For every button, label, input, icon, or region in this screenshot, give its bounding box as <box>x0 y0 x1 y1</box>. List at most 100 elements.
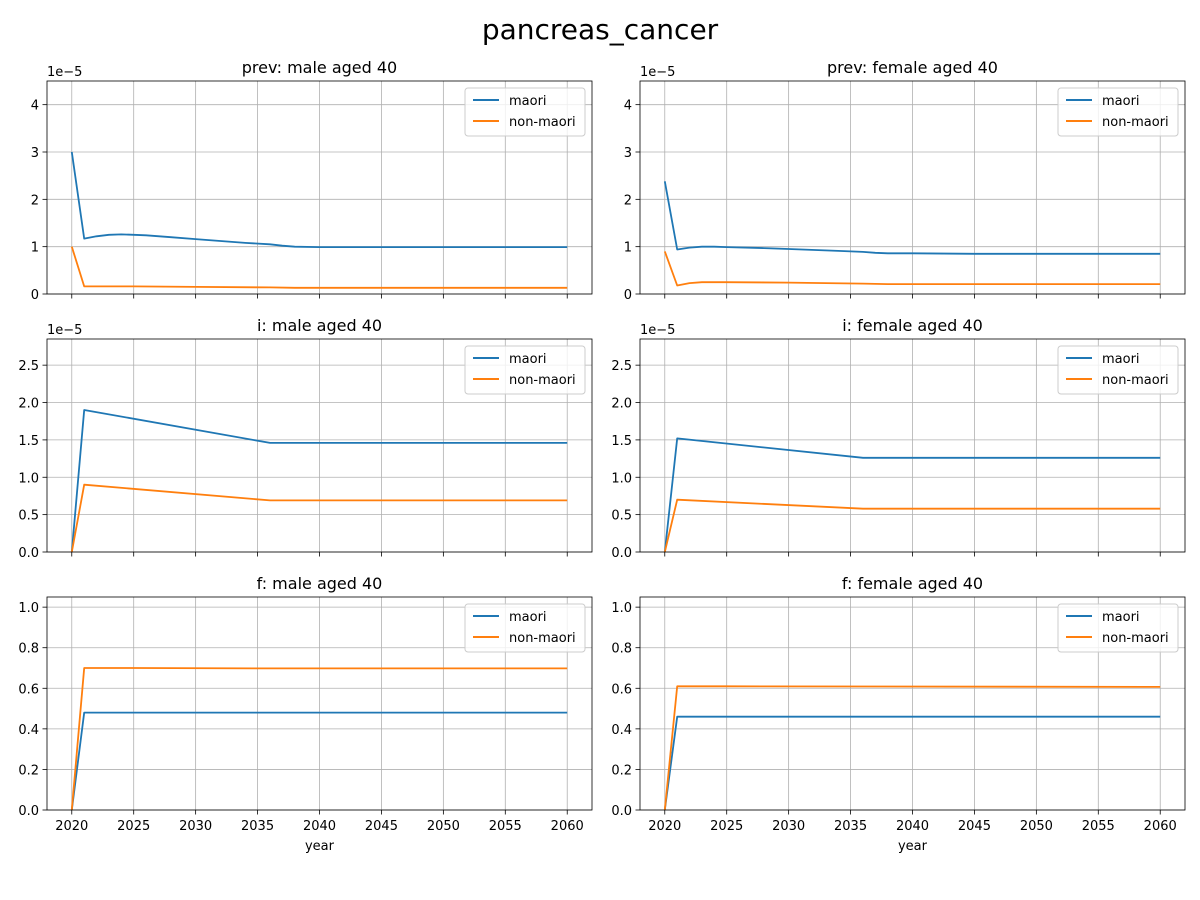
y-tick-label: 3 <box>31 146 39 161</box>
subplot-title: i: female aged 40 <box>842 316 983 335</box>
y-tick-label: 2 <box>624 193 632 208</box>
y-tick-label: 1.5 <box>611 434 632 449</box>
series-line-non-maori <box>70 246 568 289</box>
subplot-title: prev: male aged 40 <box>242 58 397 77</box>
x-tick-label: 2035 <box>241 819 274 834</box>
figure-title: pancreas_cancer <box>482 13 719 46</box>
y-tick-label: 0.5 <box>18 509 39 524</box>
legend-label: maori <box>509 352 547 367</box>
subplot: 2020 2025 2030 2035 2040 2045 2050 2055 2060 0.0 0… <box>611 574 1186 854</box>
subplot-title: f: female aged 40 <box>842 574 983 593</box>
y-tick-label: 3 <box>624 146 632 161</box>
subplot-title: f: male aged 40 <box>257 574 383 593</box>
y-tick-label: 1.0 <box>611 601 632 616</box>
legend-label: non-maori <box>1102 115 1169 130</box>
y-tick-label: 1.0 <box>18 471 39 486</box>
y-tick-label: 0.8 <box>611 642 632 657</box>
y-tick-label: 2 <box>31 193 39 208</box>
series-line-non-maori <box>70 667 568 811</box>
y-tick-label: 2.5 <box>18 359 39 374</box>
y-tick-label: 1.0 <box>18 601 39 616</box>
x-tick-label: 2040 <box>303 819 336 834</box>
subplot: 0.0 0.5 1.0 1.5 2.0 2.5 i: male aged 40 1e−5 mao… <box>18 316 593 561</box>
legend-label: maori <box>509 94 547 109</box>
axes-frame <box>46 596 593 811</box>
x-tick-label: 2060 <box>1144 819 1177 834</box>
legend-label: maori <box>509 610 547 625</box>
x-axis-label: year <box>898 839 928 854</box>
legend: maori non-maori <box>464 87 586 137</box>
legend-label: maori <box>1102 94 1140 109</box>
y-tick-label: 2.0 <box>18 397 39 412</box>
y-tick-label: 0.8 <box>18 642 39 657</box>
series-line-non-maori <box>70 483 568 553</box>
y-tick-label: 1.5 <box>18 434 39 449</box>
y-tick-label: 0.5 <box>611 509 632 524</box>
subplot-title: i: male aged 40 <box>257 316 382 335</box>
axes-frame <box>46 338 593 553</box>
legend-label: non-maori <box>1102 373 1169 388</box>
legend: maori non-maori <box>1057 603 1179 653</box>
y-tick-label: 0.0 <box>18 804 39 819</box>
x-tick-label: 2045 <box>365 819 398 834</box>
x-tick-label: 2030 <box>179 819 212 834</box>
subplot: 0.0 0.5 1.0 1.5 2.0 2.5 i: female aged 40 1e−5 m… <box>611 316 1186 561</box>
y-tick-label: 0.2 <box>611 763 632 778</box>
subplot: 2020 2025 2030 2035 2040 2045 2050 2055 2060 0.0 0… <box>18 574 593 854</box>
y-tick-label: 0 <box>31 288 39 303</box>
subplot-title: prev: female aged 40 <box>827 58 998 77</box>
x-tick-label: 2055 <box>1082 819 1115 834</box>
axes-frame <box>639 80 1186 295</box>
y-tick-label: 0.4 <box>18 723 39 738</box>
offset-text: 1e−5 <box>47 323 82 338</box>
legend-label: maori <box>1102 610 1140 625</box>
x-tick-label: 2030 <box>772 819 805 834</box>
legend: maori non-maori <box>1057 345 1179 395</box>
series-line-maori <box>70 151 568 249</box>
y-tick-label: 0.0 <box>611 546 632 561</box>
x-tick-label: 2060 <box>551 819 584 834</box>
series-line-non-maori <box>663 498 1161 553</box>
x-tick-label: 2050 <box>1020 819 1053 834</box>
y-tick-label: 4 <box>31 99 39 114</box>
x-tick-label: 2020 <box>648 819 681 834</box>
offset-text: 1e−5 <box>47 65 82 80</box>
axes-frame <box>639 596 1186 811</box>
x-tick-label: 2035 <box>834 819 867 834</box>
legend: maori non-maori <box>1057 87 1179 137</box>
x-tick-label: 2025 <box>117 819 150 834</box>
y-tick-label: 2.0 <box>611 397 632 412</box>
legend-label: maori <box>1102 352 1140 367</box>
series-line-maori <box>70 711 568 811</box>
y-tick-label: 1 <box>31 241 39 256</box>
x-tick-label: 2020 <box>55 819 88 834</box>
legend-label: non-maori <box>509 115 576 130</box>
series-line-maori <box>663 715 1161 811</box>
y-tick-label: 2.5 <box>611 359 632 374</box>
y-tick-label: 0.0 <box>18 546 39 561</box>
axes-frame <box>639 338 1186 553</box>
x-tick-label: 2045 <box>958 819 991 834</box>
series-line-maori <box>663 181 1161 255</box>
subplot: 0 1 2 3 4 prev: male aged 40 1e−5 maori non-maor… <box>31 58 593 303</box>
y-tick-label: 1.0 <box>611 471 632 486</box>
x-tick-label: 2050 <box>427 819 460 834</box>
x-tick-label: 2025 <box>710 819 743 834</box>
x-tick-label: 2040 <box>896 819 929 834</box>
y-tick-label: 0 <box>624 288 632 303</box>
y-tick-label: 0.6 <box>18 682 39 697</box>
legend-label: non-maori <box>509 373 576 388</box>
y-tick-label: 0.6 <box>611 682 632 697</box>
legend-label: non-maori <box>509 631 576 646</box>
y-tick-label: 0.0 <box>611 804 632 819</box>
legend: maori non-maori <box>464 603 586 653</box>
y-tick-label: 1 <box>624 241 632 256</box>
series-line-maori <box>70 409 568 553</box>
y-tick-label: 4 <box>624 99 632 114</box>
x-axis-label: year <box>305 839 335 854</box>
legend-label: non-maori <box>1102 631 1169 646</box>
subplot: 0 1 2 3 4 prev: female aged 40 1e−5 maori non-ma… <box>624 58 1186 303</box>
series-line-maori <box>663 437 1161 553</box>
axes-frame <box>46 80 593 295</box>
